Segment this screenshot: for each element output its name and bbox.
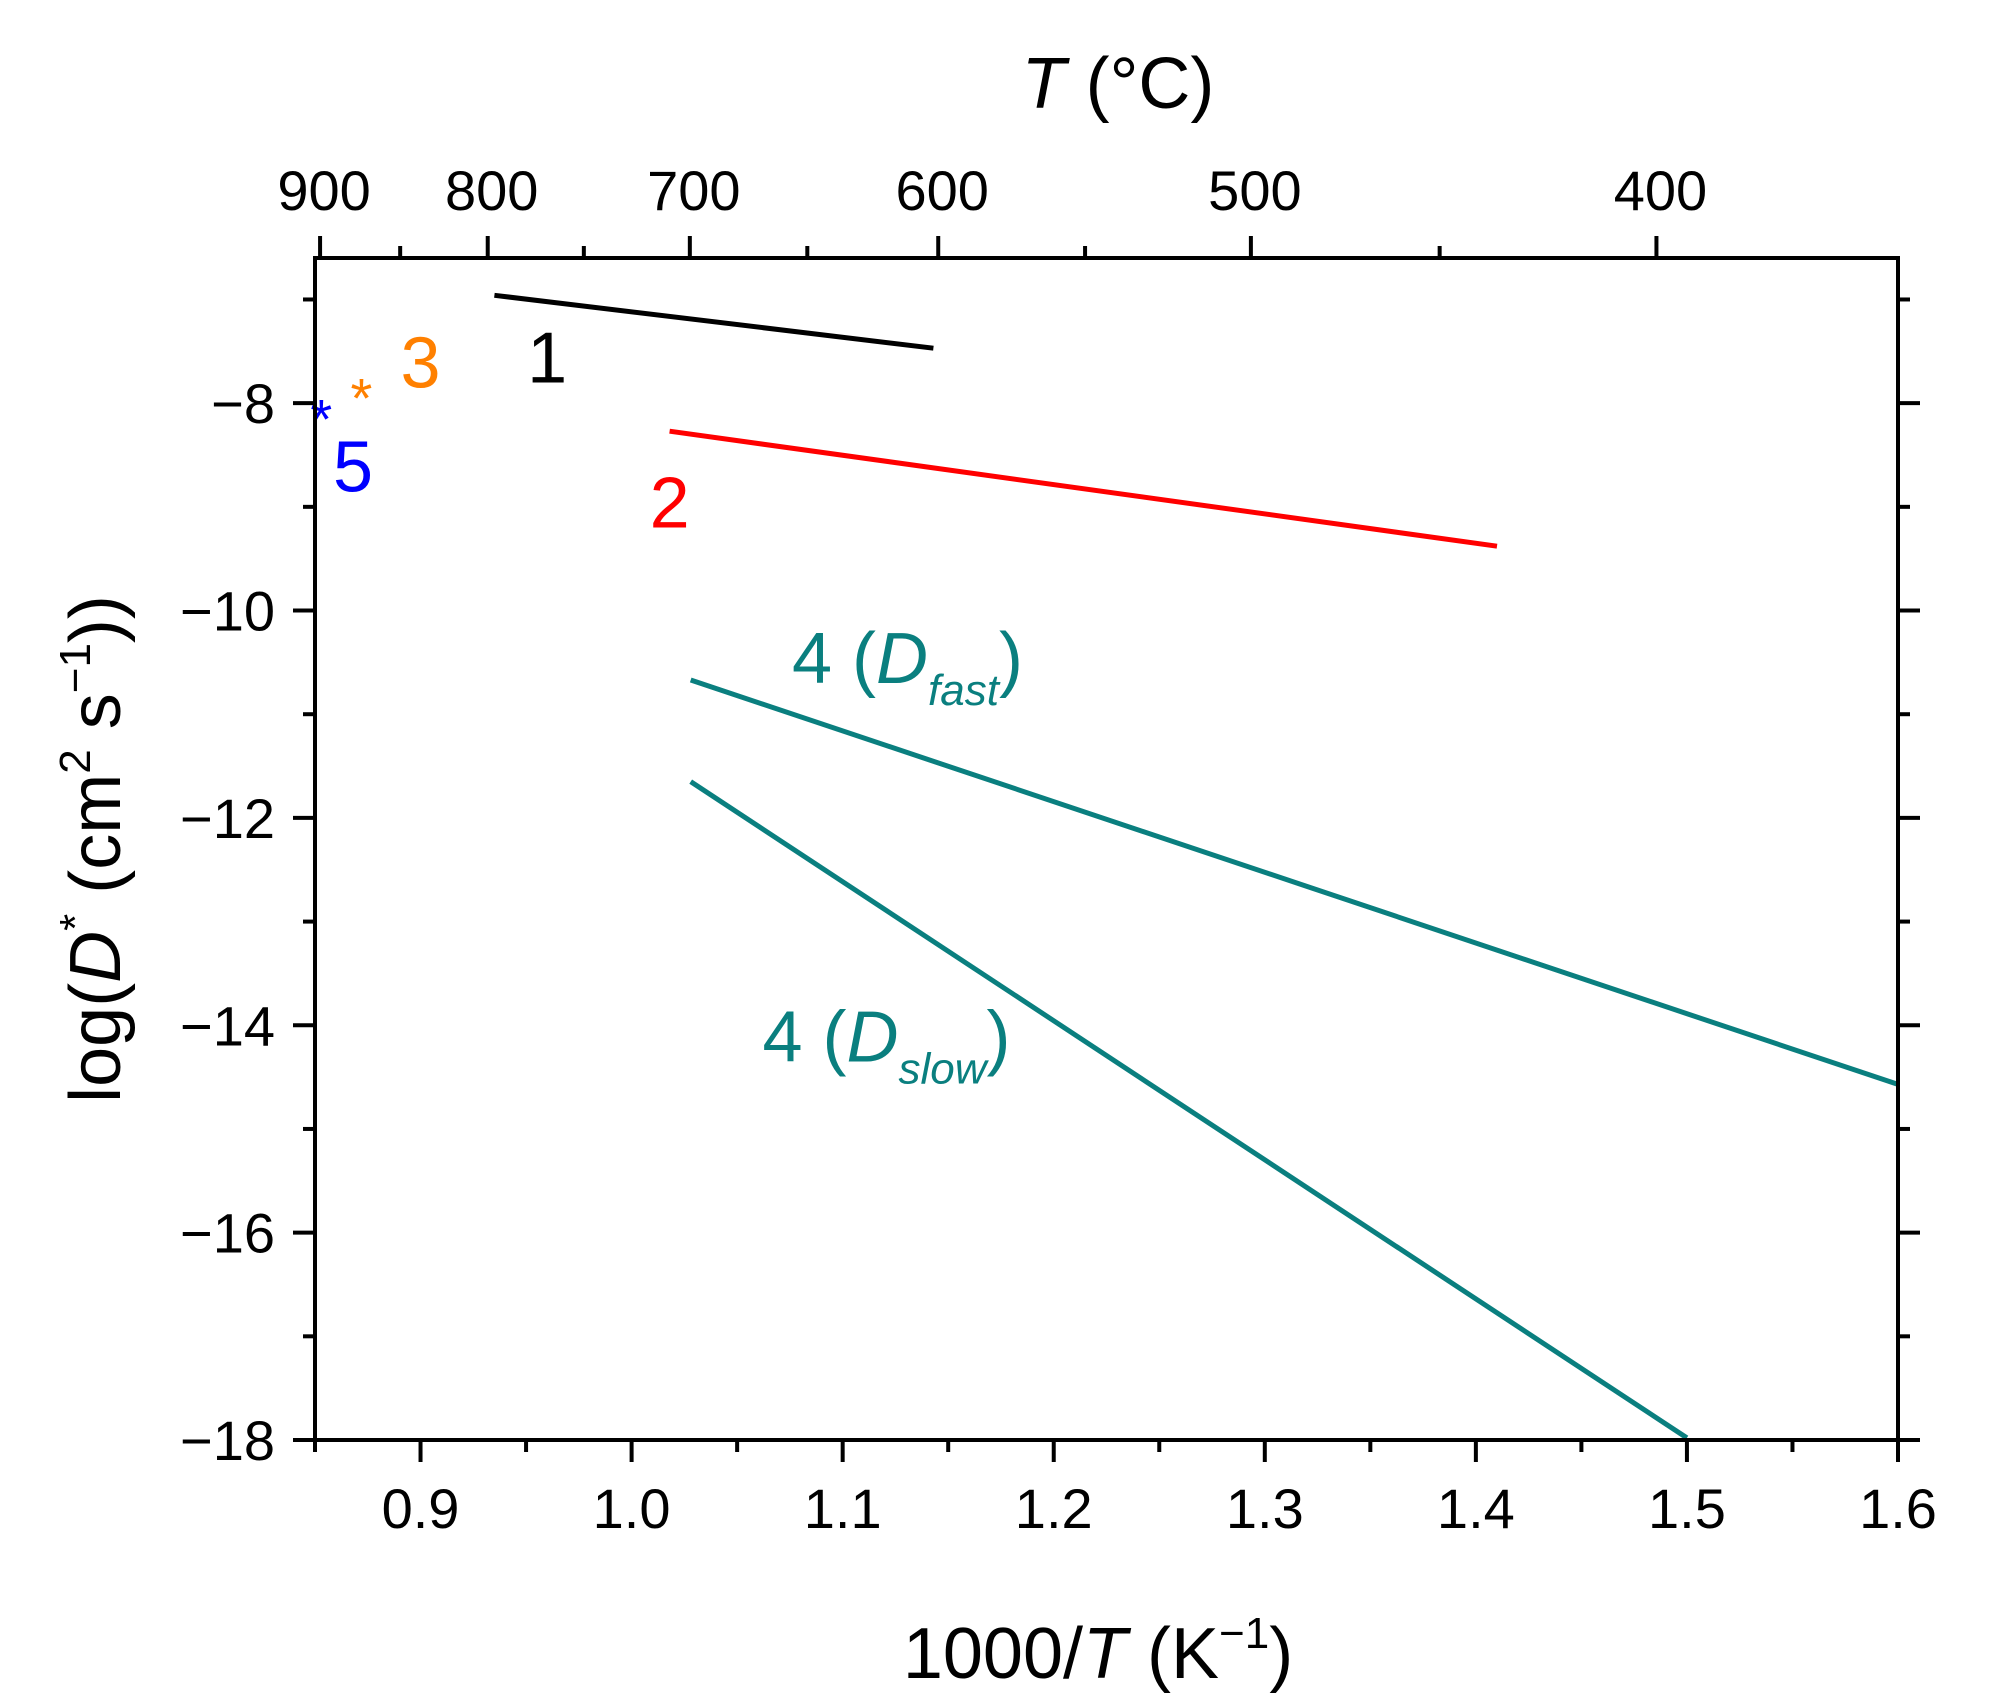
x-tick-label: 1.6 — [1859, 1477, 1937, 1540]
x-tick-label: 0.9 — [382, 1477, 460, 1540]
y-tick-label: −12 — [180, 787, 275, 850]
annotation-3: 3 — [401, 324, 441, 404]
y-axis-title: log(D* (cm2 s−1)) — [51, 595, 136, 1103]
top-tick-label: 900 — [277, 159, 370, 222]
y-tick-label: −10 — [180, 580, 275, 643]
y-tick-label: −14 — [180, 994, 275, 1057]
top-tick-label: 500 — [1208, 159, 1301, 222]
series-line-2 — [669, 428, 1498, 549]
annotation-1: 1 — [527, 318, 567, 398]
y-tick-label: −16 — [180, 1202, 275, 1265]
top-tick-label: 600 — [896, 159, 989, 222]
top-tick-label: 800 — [445, 159, 538, 222]
x-tick-label: 1.2 — [1015, 1477, 1093, 1540]
series-lines — [494, 292, 1899, 1440]
top-tick-label: 400 — [1614, 159, 1707, 222]
series-line-3 — [689, 677, 1899, 1087]
top-tick-label: 700 — [647, 159, 740, 222]
annotation-2: 2 — [650, 464, 690, 544]
annotation-5: 5 — [333, 427, 373, 507]
x-axis-title: 1000/T (K−1) — [903, 1609, 1293, 1694]
y-tick-label: −8 — [211, 372, 275, 435]
x-tick-label: 1.5 — [1648, 1477, 1726, 1540]
annotation-4slow: 4 (Dslow) — [762, 998, 1010, 1094]
tick-labels: 0.9 1.0 1.1 1.2 1.3 1.4 1.5 1.6 −8 −10 −12 −14 −16 −1… — [180, 159, 1937, 1540]
series-line-4 — [689, 779, 1689, 1440]
top-axis-title: T (°C) — [1022, 44, 1215, 124]
annotation-4fast: 4 (Dfast) — [792, 619, 1023, 715]
series-line-1 — [494, 292, 934, 351]
series-annotations: 1 2 35 4 (Dfast) 4 (Dslow) — [333, 318, 1023, 1093]
point-marker-3: * — [351, 367, 373, 430]
x-tick-label: 1.4 — [1437, 1477, 1515, 1540]
x-tick-label: 1.3 — [1226, 1477, 1304, 1540]
y-tick-label: −18 — [180, 1409, 275, 1472]
plot-frame — [313, 256, 1900, 1442]
x-tick-label: 1.1 — [804, 1477, 882, 1540]
x-tick-label: 1.0 — [593, 1477, 671, 1540]
